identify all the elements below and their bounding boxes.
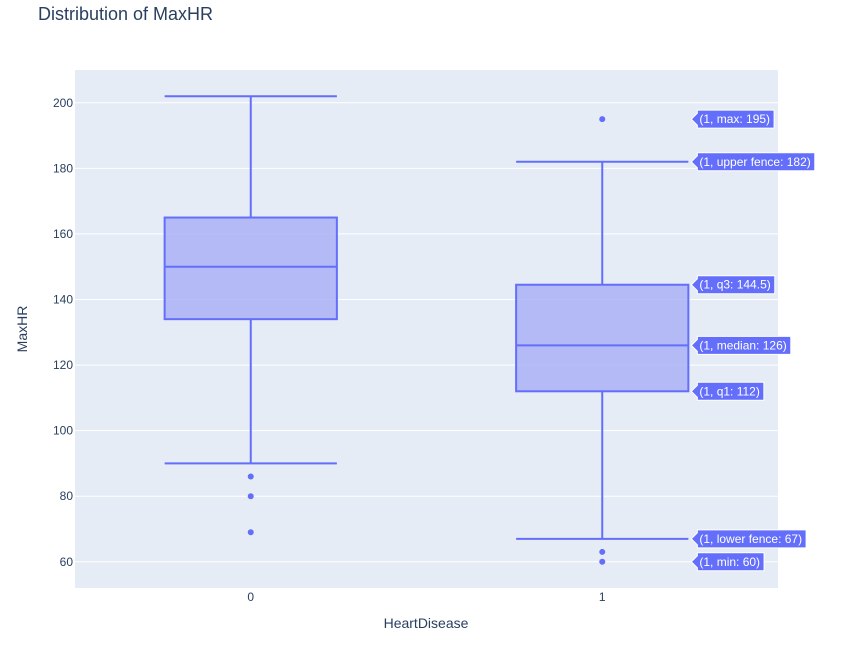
hover-label-text: (1, lower fence: 67) [699, 532, 802, 546]
y-tick-label: 180 [53, 161, 73, 175]
outlier-point [247, 473, 254, 480]
hover-labels: (1, max: 195) (1, upper fence: 182) (1, q3… [690, 109, 816, 572]
iqr-box [515, 283, 690, 393]
y-tick-label: 200 [53, 96, 73, 110]
hover-label-text: (1, upper fence: 182) [699, 155, 810, 169]
hover-label: (1, median: 126) [690, 335, 792, 355]
x-axis-title: HeartDisease [384, 615, 469, 631]
iqr-box [163, 216, 338, 321]
hover-label-box [690, 335, 792, 355]
gridlines [75, 102, 778, 563]
hover-label-box [690, 552, 765, 572]
box-trace [515, 116, 690, 565]
hover-label-text: (1, min: 60) [699, 555, 760, 569]
hover-label-box [690, 275, 776, 295]
hover-label-text: (1, q1: 112) [699, 384, 759, 398]
hover-label: (1, max: 195) [690, 109, 775, 129]
hover-label: (1, upper fence: 182) [690, 152, 816, 172]
outlier-point [599, 548, 606, 555]
hover-label-box [690, 152, 816, 172]
outlier-point [247, 493, 254, 500]
y-tick-label: 120 [53, 358, 73, 372]
hover-label: (1, q1: 112) [690, 381, 765, 401]
hover-label-text: (1, median: 126) [699, 338, 786, 352]
outlier-point [599, 558, 606, 565]
hover-label: (1, q3: 144.5) [690, 275, 776, 295]
y-tick-labels: 60 80 100 120 140 160 180 200 [53, 96, 73, 569]
outlier-point [247, 529, 254, 536]
y-tick-label: 140 [53, 292, 73, 306]
hover-label: (1, min: 60) [690, 552, 765, 572]
y-tick-label: 160 [53, 227, 73, 241]
hover-label-box [690, 109, 775, 129]
chart-title: Distribution of MaxHR [38, 4, 213, 24]
x-tick-label: 0 [247, 590, 254, 604]
hover-label-box [690, 381, 765, 401]
hover-label-text: (1, max: 195) [699, 112, 770, 126]
y-tick-label: 80 [60, 489, 74, 503]
box-trace [163, 95, 338, 536]
boxes [163, 95, 690, 565]
outlier-point [599, 116, 606, 123]
hover-label-box [690, 529, 807, 549]
y-tick-label: 100 [53, 424, 73, 438]
y-axis-title: MaxHR [14, 306, 30, 353]
hover-label-text: (1, q3: 144.5) [699, 278, 770, 292]
hover-label: (1, lower fence: 67) [690, 529, 807, 549]
y-tick-label: 60 [60, 555, 74, 569]
x-tick-label: 1 [599, 590, 606, 604]
